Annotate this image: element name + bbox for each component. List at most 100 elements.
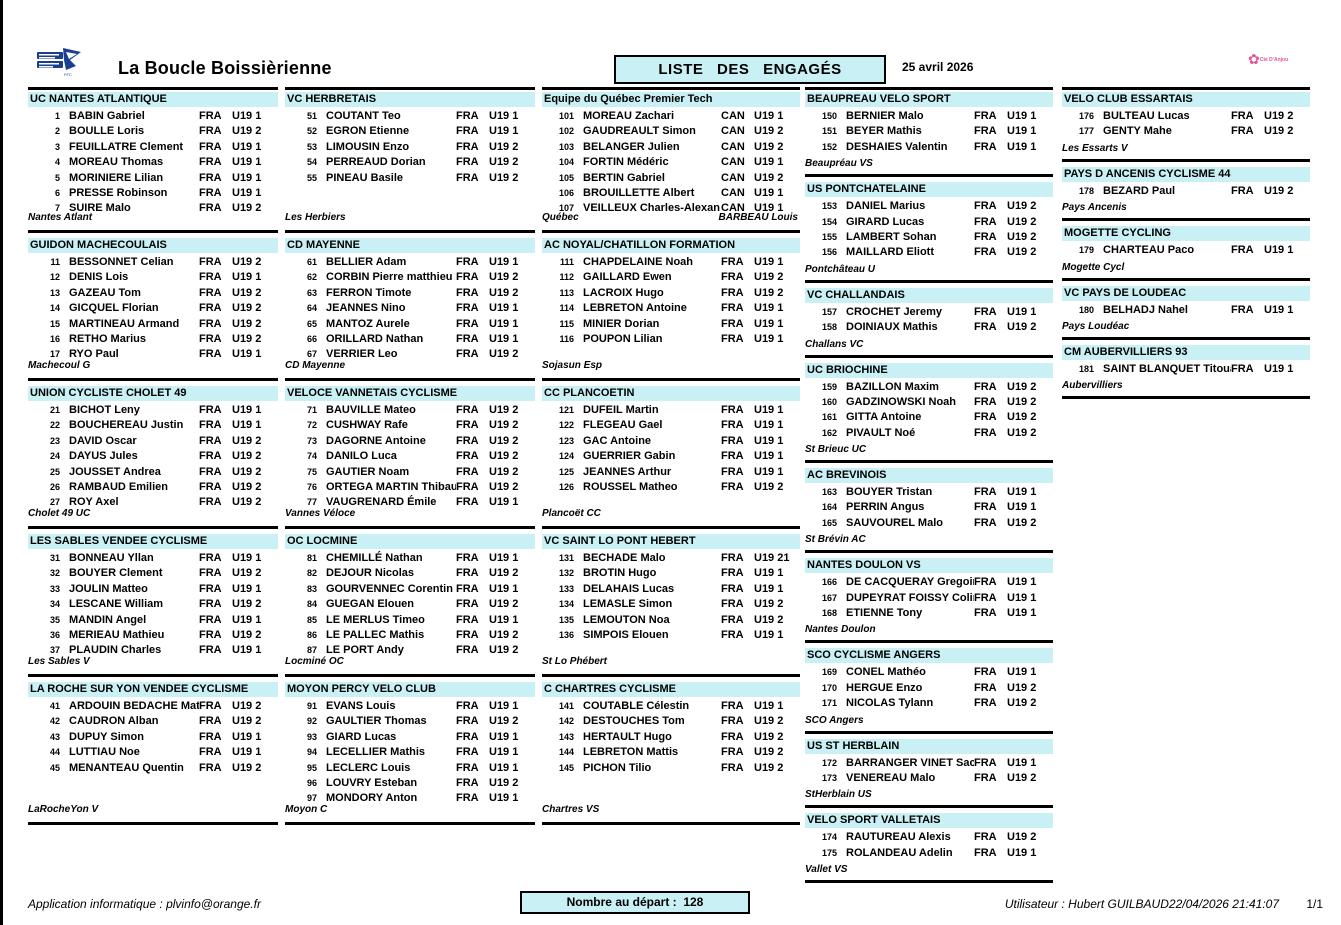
rider-number: 126 xyxy=(558,481,574,492)
committee-logo-text: Cté D'Anjou xyxy=(1259,57,1289,64)
rider-name: JOULIN Matteo xyxy=(69,582,148,595)
rider-number: 141 xyxy=(558,701,574,711)
rider-number: 165 xyxy=(821,517,837,528)
columns: UC NANTES ATLANTIQUE 1 BABIN Gabriel FRA U19… xyxy=(28,87,1310,888)
rider-name: BAZILLON Maxim xyxy=(846,380,939,393)
rider-name: LEBRETON Mattis xyxy=(583,746,679,759)
rider-number: 96 xyxy=(306,777,317,788)
team-footer: Challans VC xyxy=(805,336,1053,355)
rider-number: 11 xyxy=(50,257,60,267)
rider-category: U19 1 xyxy=(489,302,519,315)
rider-category: U19 1 xyxy=(1007,110,1037,122)
rider-number: 71 xyxy=(306,405,317,415)
team-block: MOYON PERCY VELO CLUB 91 EVANS Louis FRA U19… xyxy=(285,682,535,825)
rider-row: 112 GAILLARD Ewen FRA U19 2 xyxy=(542,270,800,285)
team-block: AC NOYAL/CHATILLON FORMATION 111 CHAPDELAI… xyxy=(542,238,800,381)
rider-name: DUFEIL Martin xyxy=(583,404,659,416)
rider-number: 21 xyxy=(49,405,60,415)
rider-row: 2 BOULLE Loris FRA U19 2 xyxy=(28,124,278,139)
rider-name: GIRARD Lucas xyxy=(846,215,925,228)
rider-nationality: FRA xyxy=(974,756,997,769)
rider-category: U19 2 xyxy=(232,496,262,509)
rider-name: CUSHWAY Rafe xyxy=(326,419,408,432)
app-info: Application informatique : plvinfo@orang… xyxy=(28,897,261,911)
rider-number: 53 xyxy=(306,141,317,152)
rider-nationality: FRA xyxy=(199,567,222,580)
rider-nationality: FRA xyxy=(721,746,744,759)
user-info: Utilisateur : Hubert GUILBAUD22/04/2026 … xyxy=(1005,897,1279,911)
rider-row: 167 DUPEYRAT FOISSY Colin FRA U19 1 xyxy=(805,591,1053,606)
rider-category: U19 2 xyxy=(754,125,784,138)
rider-number: 164 xyxy=(821,502,837,513)
rider-number: 84 xyxy=(306,599,317,610)
rider-number: 66 xyxy=(306,333,317,344)
rider-number: 7 xyxy=(54,203,60,214)
rider-number: 172 xyxy=(821,757,837,768)
rider-row: 71 BAUVILLE Mateo FRA U19 2 xyxy=(285,403,535,418)
rider-row: 168 ETIENNE Tony FRA U19 1 xyxy=(805,606,1053,621)
rider-nationality: FRA xyxy=(199,582,222,595)
team-abbrev: Moyon C xyxy=(285,804,328,815)
rider-category: U19 1 xyxy=(232,552,262,564)
rider-number: 115 xyxy=(559,318,574,329)
team-footer: LaRocheYon V xyxy=(28,801,278,820)
rider-category: U19 2 xyxy=(1007,831,1037,844)
rider-name: DE CACQUERAY Gregoire xyxy=(846,576,974,589)
rider-nationality: CAN xyxy=(721,110,745,122)
rider-nationality: FRA xyxy=(974,607,997,620)
rider-number: 134 xyxy=(558,599,574,610)
rider-name: LEMASLE Simon xyxy=(583,598,673,611)
rider-nationality: CAN xyxy=(721,202,745,215)
team-footer: St Brieuc UC xyxy=(805,441,1053,460)
rider-category: U19 2 xyxy=(754,480,784,493)
rider-category: U19 1 xyxy=(489,496,519,509)
rider-nationality: CAN xyxy=(721,171,745,184)
team-footer: CD Mayenne xyxy=(285,357,535,376)
rider-category: U19 21 xyxy=(754,552,790,564)
rider-nationality: FRA xyxy=(974,380,997,393)
rider-nationality: FRA xyxy=(974,681,997,694)
rider-number: 151 xyxy=(821,126,837,137)
rider-number: 83 xyxy=(306,583,317,594)
rider-number: 102 xyxy=(558,126,574,137)
rider-category: U19 1 xyxy=(1007,607,1037,620)
rider-name: FERRON Timote xyxy=(326,286,412,299)
rider-category: U19 2 xyxy=(232,628,262,641)
rider-category: U19 2 xyxy=(232,480,262,493)
rider-row: 97 MONDORY Anton FRA U19 1 xyxy=(285,791,535,806)
rider-category: U19 2 xyxy=(754,613,784,626)
rider-nationality: FRA xyxy=(199,450,222,463)
rider-row: 4 MOREAU Thomas FRA U19 1 xyxy=(28,155,278,170)
team-footer: Mogette Cycl xyxy=(1062,259,1310,278)
rider-category: U19 2 xyxy=(1007,697,1037,710)
rider-number: 22 xyxy=(49,420,60,431)
team-footer: Les Essarts V xyxy=(1062,140,1310,159)
rider-row: 177 GENTY Mahe FRA U19 2 xyxy=(1062,124,1310,139)
rider-row: 52 EGRON Etienne FRA U19 1 xyxy=(285,124,535,139)
rider-number: 103 xyxy=(558,141,574,152)
rider-number: 153 xyxy=(821,201,837,212)
rider-row: 145 PICHON Tilio FRA U19 2 xyxy=(542,761,800,776)
rider-list: 159 BAZILLON Maxim FRA U19 2 160 GADZINOWSKI … xyxy=(805,380,1053,442)
rider-nationality: FRA xyxy=(199,644,222,657)
team-block: CD MAYENNE 61 BELLIER Adam FRA U19 1 62 CORBIN… xyxy=(285,238,535,381)
rider-nationality: FRA xyxy=(456,271,479,284)
team-abbrev: St Brévin AC xyxy=(805,534,866,546)
start-count-value: 128 xyxy=(683,895,704,909)
rider-row: 25 JOUSSET Andrea FRA U19 2 xyxy=(28,465,278,480)
team-abbrev: Cholet 49 UC xyxy=(28,508,91,519)
team-footer: Nantes Atlant xyxy=(28,209,278,228)
rider-row: 172 BARRANGER VINET SachaFRA U19 1 xyxy=(805,756,1053,771)
rider-name: ORTEGA MARTIN Thibault xyxy=(326,480,456,493)
rider-list: 71 BAUVILLE Mateo FRA U19 2 72 CUSHWAY Rafe FR… xyxy=(285,403,535,511)
rider-category: U19 2 xyxy=(489,776,519,789)
rider-row: 12 DENIS Lois FRA U19 1 xyxy=(28,270,278,285)
team-name: VELO CLUB ESSARTAIS xyxy=(1062,92,1310,107)
rider-row: 175 ROLANDEAU Adelin FRA U19 1 xyxy=(805,846,1053,861)
team-footer: Beaupréau VS xyxy=(805,155,1053,174)
rider-nationality: FRA xyxy=(721,256,744,268)
rider-name: COUTABLE Célestin xyxy=(583,700,690,712)
rider-nationality: FRA xyxy=(456,156,479,169)
rider-category: U19 1 xyxy=(1007,305,1037,318)
rider-number: 81 xyxy=(306,553,317,563)
